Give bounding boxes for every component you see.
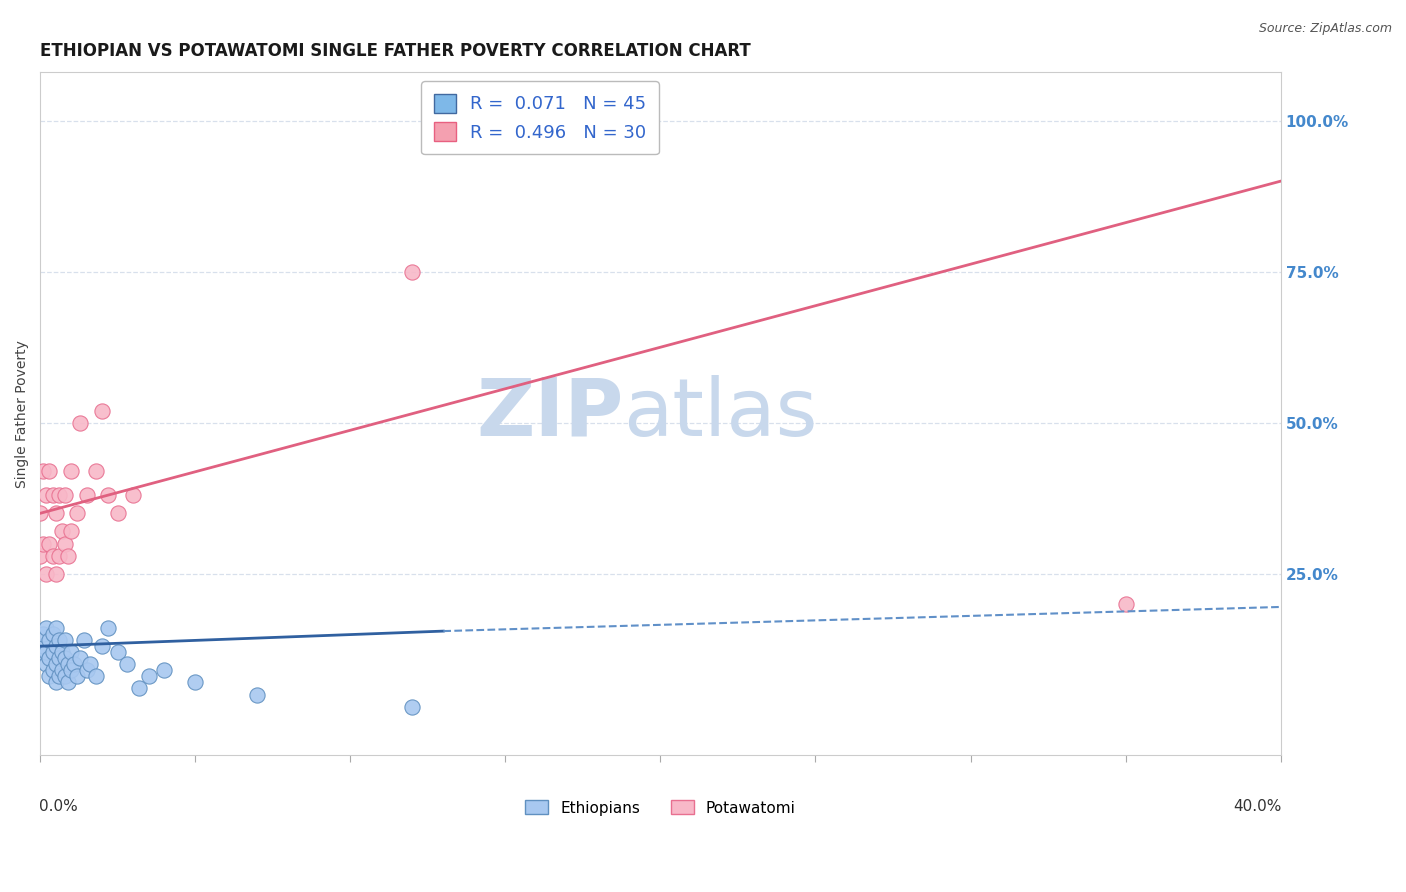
Point <box>53 488 76 502</box>
Point <box>41 627 63 641</box>
Point <box>38 464 60 478</box>
Point <box>53 633 76 648</box>
Point <box>41 664 63 678</box>
Point <box>60 464 83 478</box>
Point <box>35 621 58 635</box>
Point <box>35 566 58 581</box>
Point <box>53 651 76 665</box>
Point <box>60 645 83 659</box>
Point <box>56 549 79 563</box>
Point <box>45 639 67 653</box>
Point <box>30 645 52 659</box>
Point <box>45 506 67 520</box>
Point <box>35 645 58 659</box>
Point <box>45 657 67 672</box>
Point <box>69 651 91 665</box>
Point <box>51 664 73 678</box>
Point <box>32 627 55 641</box>
Legend: R =  0.071   N = 45, R =  0.496   N = 30: R = 0.071 N = 45, R = 0.496 N = 30 <box>422 81 659 154</box>
Point <box>84 669 107 683</box>
Point <box>122 488 145 502</box>
Point <box>91 403 114 417</box>
Text: 0.0%: 0.0% <box>39 799 77 814</box>
Point <box>63 657 86 672</box>
Point <box>41 488 63 502</box>
Point <box>66 506 89 520</box>
Point <box>401 265 423 279</box>
Point <box>107 645 129 659</box>
Point <box>38 536 60 550</box>
Point <box>56 657 79 672</box>
Point <box>48 488 70 502</box>
Point <box>45 566 67 581</box>
Point <box>45 621 67 635</box>
Y-axis label: Single Father Poverty: Single Father Poverty <box>15 340 30 488</box>
Text: ETHIOPIAN VS POTAWATOMI SINGLE FATHER POVERTY CORRELATION CHART: ETHIOPIAN VS POTAWATOMI SINGLE FATHER PO… <box>41 42 751 60</box>
Text: Source: ZipAtlas.com: Source: ZipAtlas.com <box>1258 22 1392 36</box>
Text: 40.0%: 40.0% <box>1233 799 1282 814</box>
Point <box>184 675 207 690</box>
Point <box>48 633 70 648</box>
Point <box>41 645 63 659</box>
Point <box>48 669 70 683</box>
Point <box>51 645 73 659</box>
Point <box>153 664 176 678</box>
Point <box>32 639 55 653</box>
Point <box>1115 597 1137 611</box>
Point <box>32 536 55 550</box>
Point <box>60 664 83 678</box>
Point <box>107 506 129 520</box>
Point <box>35 488 58 502</box>
Point <box>38 651 60 665</box>
Point <box>48 549 70 563</box>
Point <box>246 688 269 702</box>
Point <box>56 675 79 690</box>
Point <box>401 699 423 714</box>
Text: atlas: atlas <box>623 375 817 452</box>
Point <box>41 549 63 563</box>
Point <box>30 506 52 520</box>
Point <box>84 464 107 478</box>
Point <box>97 488 120 502</box>
Point <box>35 657 58 672</box>
Point <box>38 669 60 683</box>
Point <box>115 657 138 672</box>
Point <box>128 681 150 696</box>
Point <box>66 669 89 683</box>
Point <box>30 549 52 563</box>
Point <box>60 524 83 539</box>
Point <box>53 536 76 550</box>
Point <box>51 524 73 539</box>
Point <box>38 633 60 648</box>
Point <box>97 621 120 635</box>
Point <box>79 657 101 672</box>
Point <box>76 664 98 678</box>
Point <box>138 669 160 683</box>
Point <box>53 669 76 683</box>
Text: ZIP: ZIP <box>477 375 623 452</box>
Point <box>72 633 94 648</box>
Point <box>76 488 98 502</box>
Point <box>91 639 114 653</box>
Point <box>48 651 70 665</box>
Point <box>32 464 55 478</box>
Point <box>45 675 67 690</box>
Point <box>69 416 91 430</box>
